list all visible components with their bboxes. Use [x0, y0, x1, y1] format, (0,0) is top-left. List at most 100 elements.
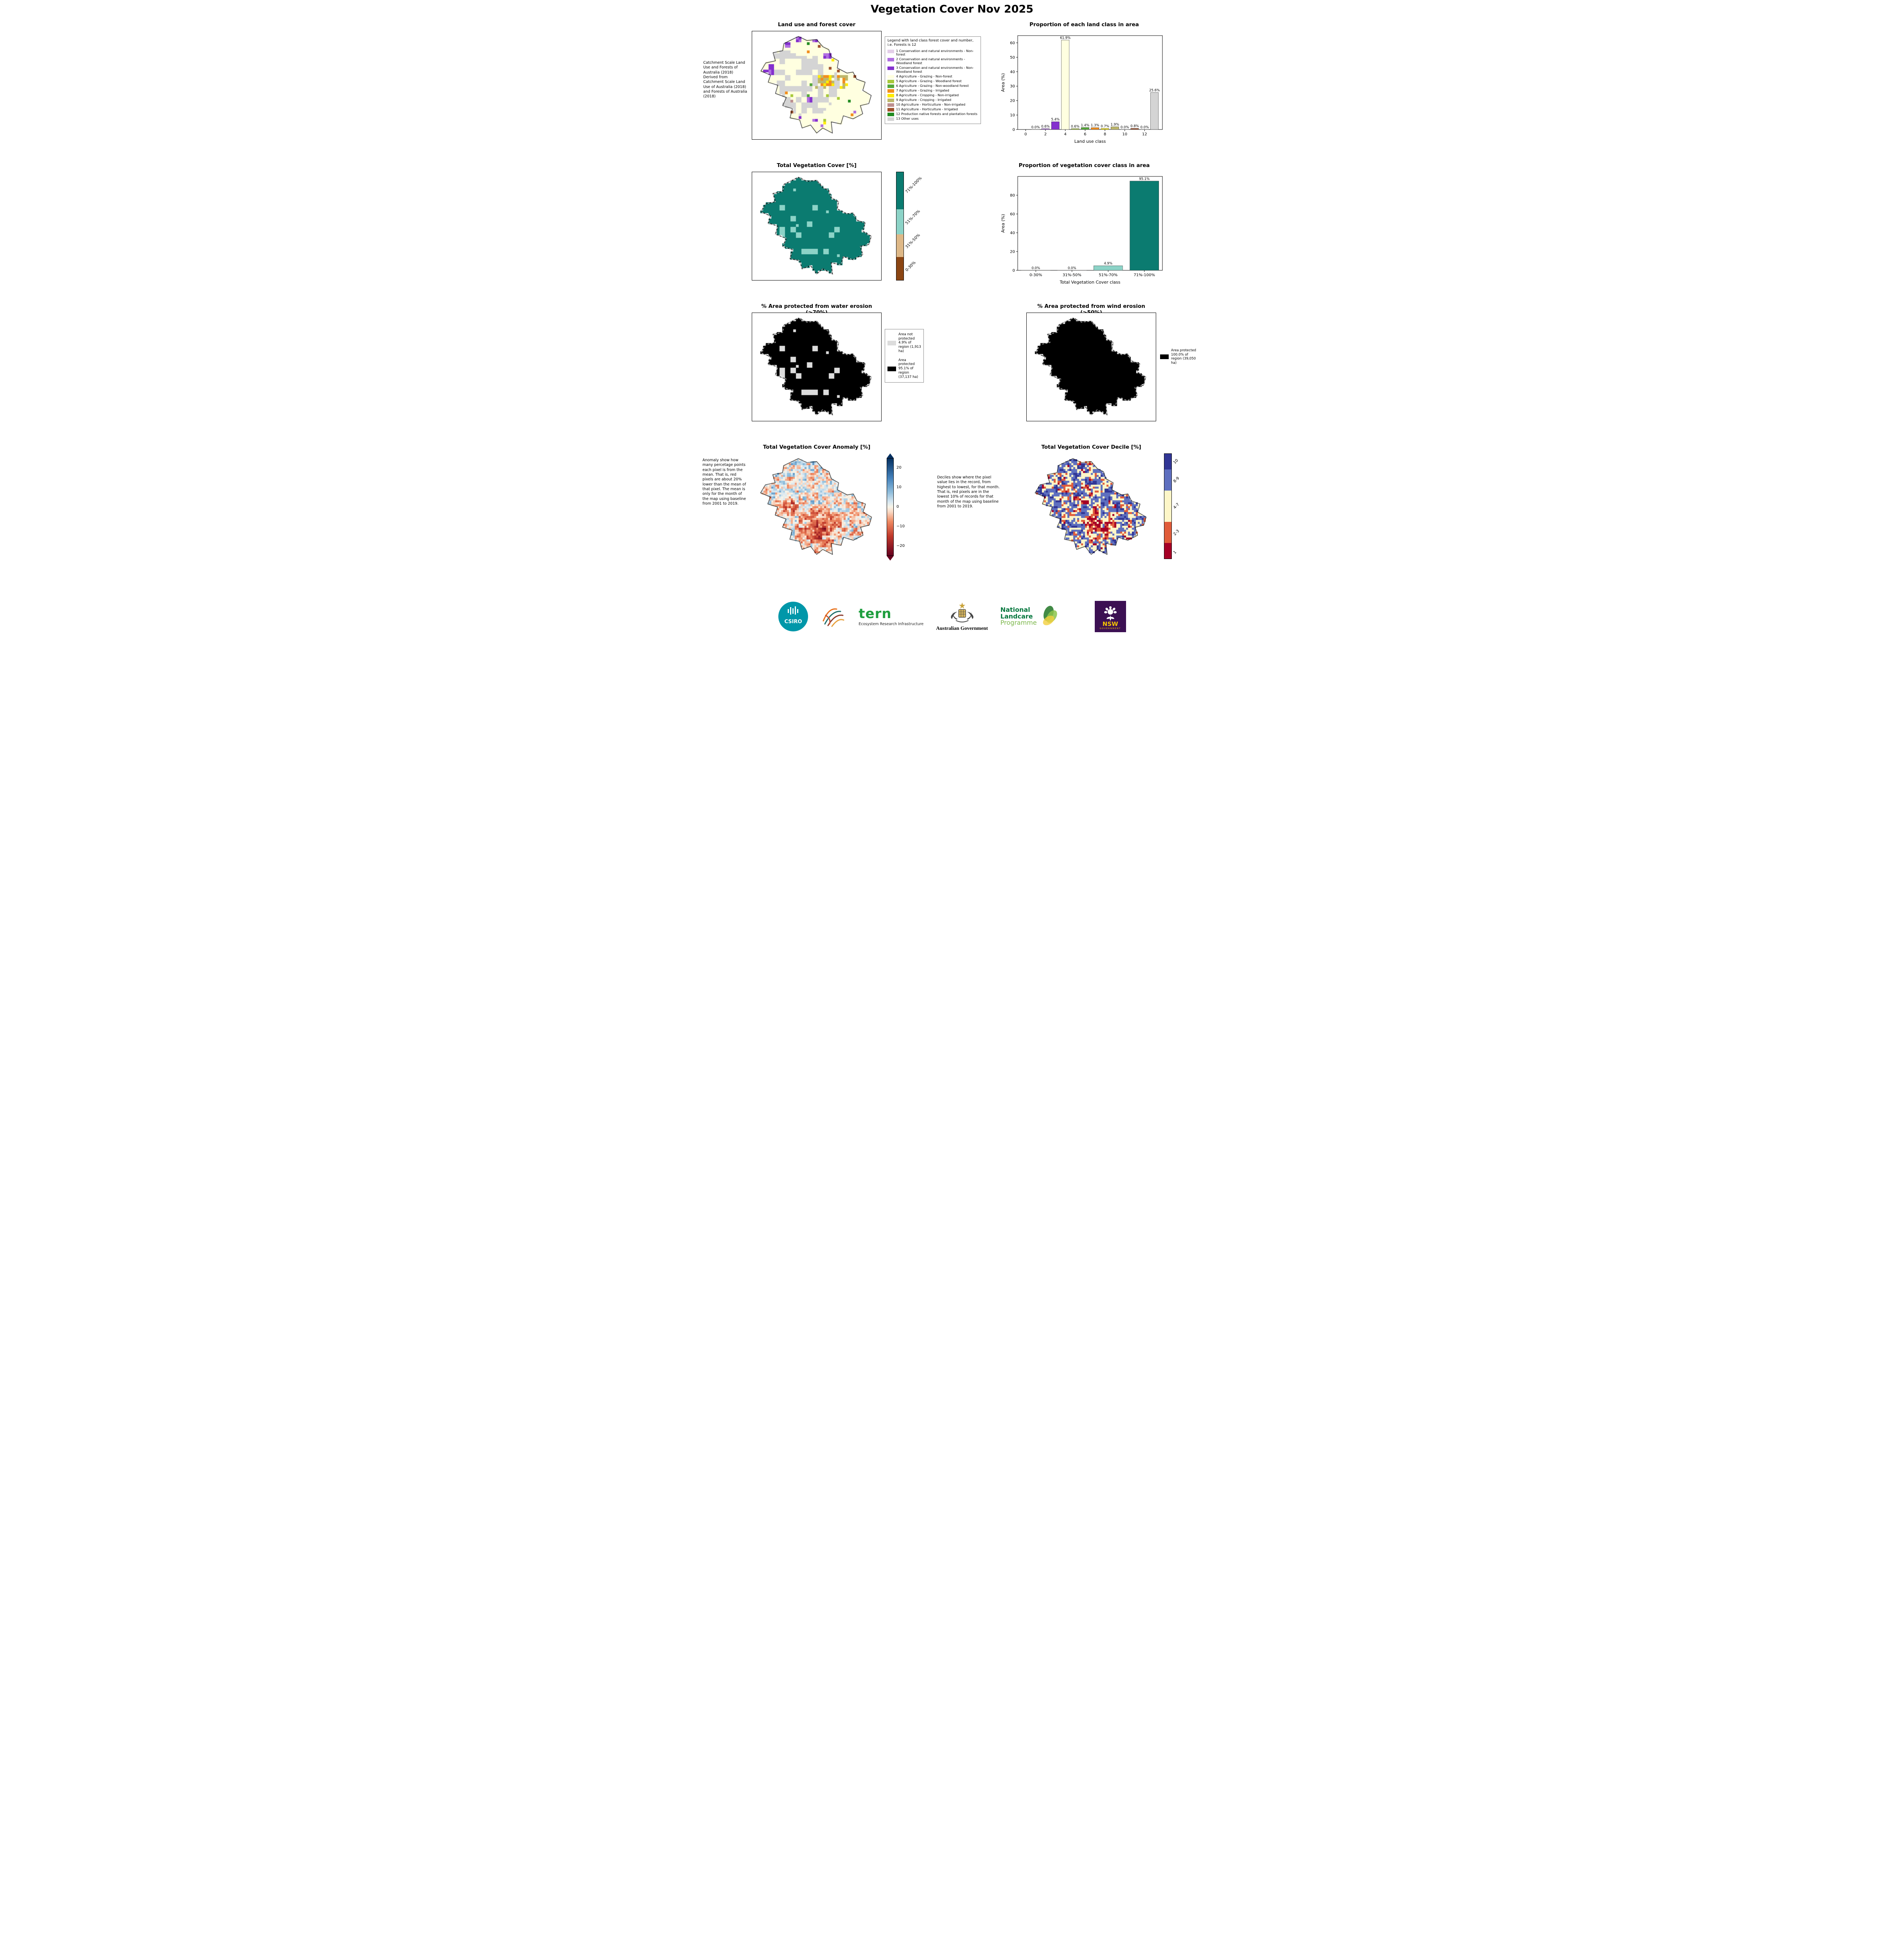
x-tick: 0-30% — [1029, 273, 1042, 277]
landcare-line-3: Programme — [1000, 619, 1037, 627]
legend-item: Area protected 100.0% of region (39,050 … — [1160, 349, 1199, 365]
decile-colorbar: 10 8-9 4-7 2-3 1 — [1164, 453, 1191, 559]
y-tick: 20 — [1010, 250, 1015, 254]
legend-item: 4 Agriculture - Grazing - Non-forest — [887, 74, 978, 79]
landuse-map-canvas — [752, 31, 881, 139]
landuse-source-note: Catchment Scale Land Use and Forests of … — [703, 61, 747, 99]
water-erosion-map — [752, 313, 882, 421]
vegcover-map-canvas — [752, 172, 881, 280]
landuse-legend: Legend with land class forest cover and … — [885, 36, 981, 124]
colorbar-tick-label: 10 — [896, 485, 902, 489]
y-axis-label: Area (%) — [1000, 73, 1006, 92]
y-tick: 40 — [1010, 70, 1015, 74]
bar-landuse_bar-9 — [1110, 126, 1119, 130]
bar-landuse_bar-6 — [1081, 127, 1089, 130]
national-landcare-logo: National Landcare Programme — [1000, 605, 1059, 628]
decile-map-title: Total Vegetation Cover Decile [%] — [1041, 444, 1141, 450]
legend-swatch — [887, 49, 894, 53]
bar-value-label: 1.9% — [1111, 123, 1119, 127]
y-tick: 0 — [1013, 269, 1015, 273]
x-axis-label: Total Vegetation Cover class — [1059, 280, 1120, 285]
landuse-chart-title: Proportion of each land class in area — [1029, 22, 1139, 28]
legend-item: Area not protected 4.9% of region (1,913… — [887, 333, 921, 354]
legend-swatch-protected — [887, 366, 896, 371]
colorbar-gradient — [887, 458, 894, 556]
legend-label: 6 Agriculture - Grazing - Non-woodland f… — [896, 83, 969, 88]
y-tick: 20 — [1010, 99, 1015, 103]
bar-value-label: 25.6% — [1149, 88, 1160, 92]
legend-item: 8 Agriculture - Cropping - Non-irrigated — [887, 93, 978, 97]
page-title: Vegetation Cover Nov 2025 — [870, 3, 1034, 15]
anomaly-colorbar: 20 10 0 −10 −20 — [886, 453, 914, 561]
bar-value-label: 95.1% — [1139, 177, 1150, 181]
bar-value-label: 5.4% — [1051, 118, 1060, 122]
csiro-label: CSIRO — [785, 619, 802, 625]
legend-item: 9 Agriculture - Cropping - Irrigated — [887, 98, 978, 102]
legend-item: 10 Agriculture - Horticulture - Non-irri… — [887, 102, 978, 107]
legend-label: Area not protected 4.9% of region (1,913… — [898, 333, 921, 353]
x-tick: 10 — [1122, 132, 1127, 137]
legend-swatch — [887, 117, 894, 121]
y-tick: 50 — [1010, 56, 1015, 60]
colorbar-label: 4-7 — [1173, 502, 1180, 510]
legend-swatch — [887, 98, 894, 102]
legend-swatch — [887, 108, 894, 111]
legend-swatch-not-protected — [887, 340, 896, 345]
nsw-label: NSW — [1102, 620, 1118, 627]
legend-swatch — [887, 58, 894, 62]
legend-item: 13 Other uses — [887, 117, 978, 121]
row-landuse: Catchment Scale Land Use and Forests of … — [702, 22, 1202, 162]
y-axis-label: Area (%) — [1000, 214, 1006, 233]
bar-value-label: 0.0% — [1031, 126, 1040, 129]
bar-value-label: 0.6% — [1041, 125, 1050, 129]
wind-erosion-map — [1026, 313, 1156, 421]
coat-of-arms-icon — [950, 602, 974, 622]
wind-erosion-canvas — [1027, 313, 1156, 421]
y-tick: 40 — [1010, 231, 1015, 236]
y-tick: 0 — [1013, 128, 1015, 132]
decile-note: Deciles show where the pixel value lies … — [937, 475, 1000, 509]
csiro-logo: CSIRO — [778, 602, 808, 631]
x-tick: 2 — [1044, 132, 1047, 137]
tern-subtitle: Ecosystem Research Infrastructure — [859, 622, 924, 626]
colorbar-label: 0-30% — [905, 260, 917, 273]
tern-label: tern — [859, 606, 892, 622]
legend-swatch-protected — [1160, 354, 1169, 360]
water-erosion-canvas — [752, 313, 881, 421]
y-tick: 60 — [1010, 212, 1015, 217]
row-erosion: % Area protected from water erosion (>70… — [702, 303, 1202, 444]
bar-landuse_bar-11 — [1130, 128, 1139, 130]
legend-label: 8 Agriculture - Cropping - Non-irrigated — [896, 93, 959, 97]
legend-label: Area protected 95.1% of region (37,137 h… — [898, 358, 918, 379]
legend-label: 13 Other uses — [896, 116, 919, 120]
nsw-sublabel: GOVERNMENT — [1099, 627, 1121, 630]
legend-item: 11 Agriculture - Horticulture - Irrigate… — [887, 107, 978, 111]
csiro-wave-icon — [788, 606, 799, 615]
bar-landuse_bar-8 — [1101, 128, 1109, 130]
legend-item: 12 Production native forests and plantat… — [887, 112, 978, 116]
colorbar-label: 10 — [1173, 458, 1179, 465]
legend-label: 1 Conservation and natural environments … — [896, 49, 974, 57]
bar-value-label: 0.0% — [1068, 266, 1076, 270]
colorbar-bar — [896, 172, 904, 280]
x-tick: 31%-50% — [1063, 273, 1081, 277]
legend-item: 6 Agriculture - Grazing - Non-woodland f… — [887, 84, 978, 88]
colorbar-tick-label: 20 — [896, 466, 902, 470]
bar-value-label: 1.3% — [1091, 124, 1099, 128]
legend-item: Area protected 95.1% of region (37,137 h… — [887, 358, 921, 379]
wind-erosion-legend: Area protected 100.0% of region (39,050 … — [1160, 349, 1199, 365]
row-vegcover: Total Vegetation Cover [%] 71%-100% 51%-7… — [702, 162, 1202, 303]
landuse-legend-items: 1 Conservation and natural environments … — [887, 49, 978, 121]
bar-value-label: 0.6% — [1071, 125, 1080, 129]
colorbar-label: 2-3 — [1173, 529, 1180, 536]
x-axis-label: Land use class — [1074, 139, 1106, 144]
bar-value-label: 0.0% — [1121, 126, 1129, 129]
bar-vegcover_bar-4 — [1130, 181, 1159, 271]
y-tick: 30 — [1010, 84, 1015, 89]
landuse-map — [752, 31, 882, 140]
legend-label: 5 Agriculture - Grazing - Woodland fores… — [896, 79, 962, 83]
x-tick: 6 — [1084, 132, 1086, 137]
legend-label: 4 Agriculture - Grazing - Non-forest — [896, 74, 952, 78]
colorbar-label: 71%-100% — [905, 176, 923, 194]
x-tick: 8 — [1104, 132, 1106, 137]
